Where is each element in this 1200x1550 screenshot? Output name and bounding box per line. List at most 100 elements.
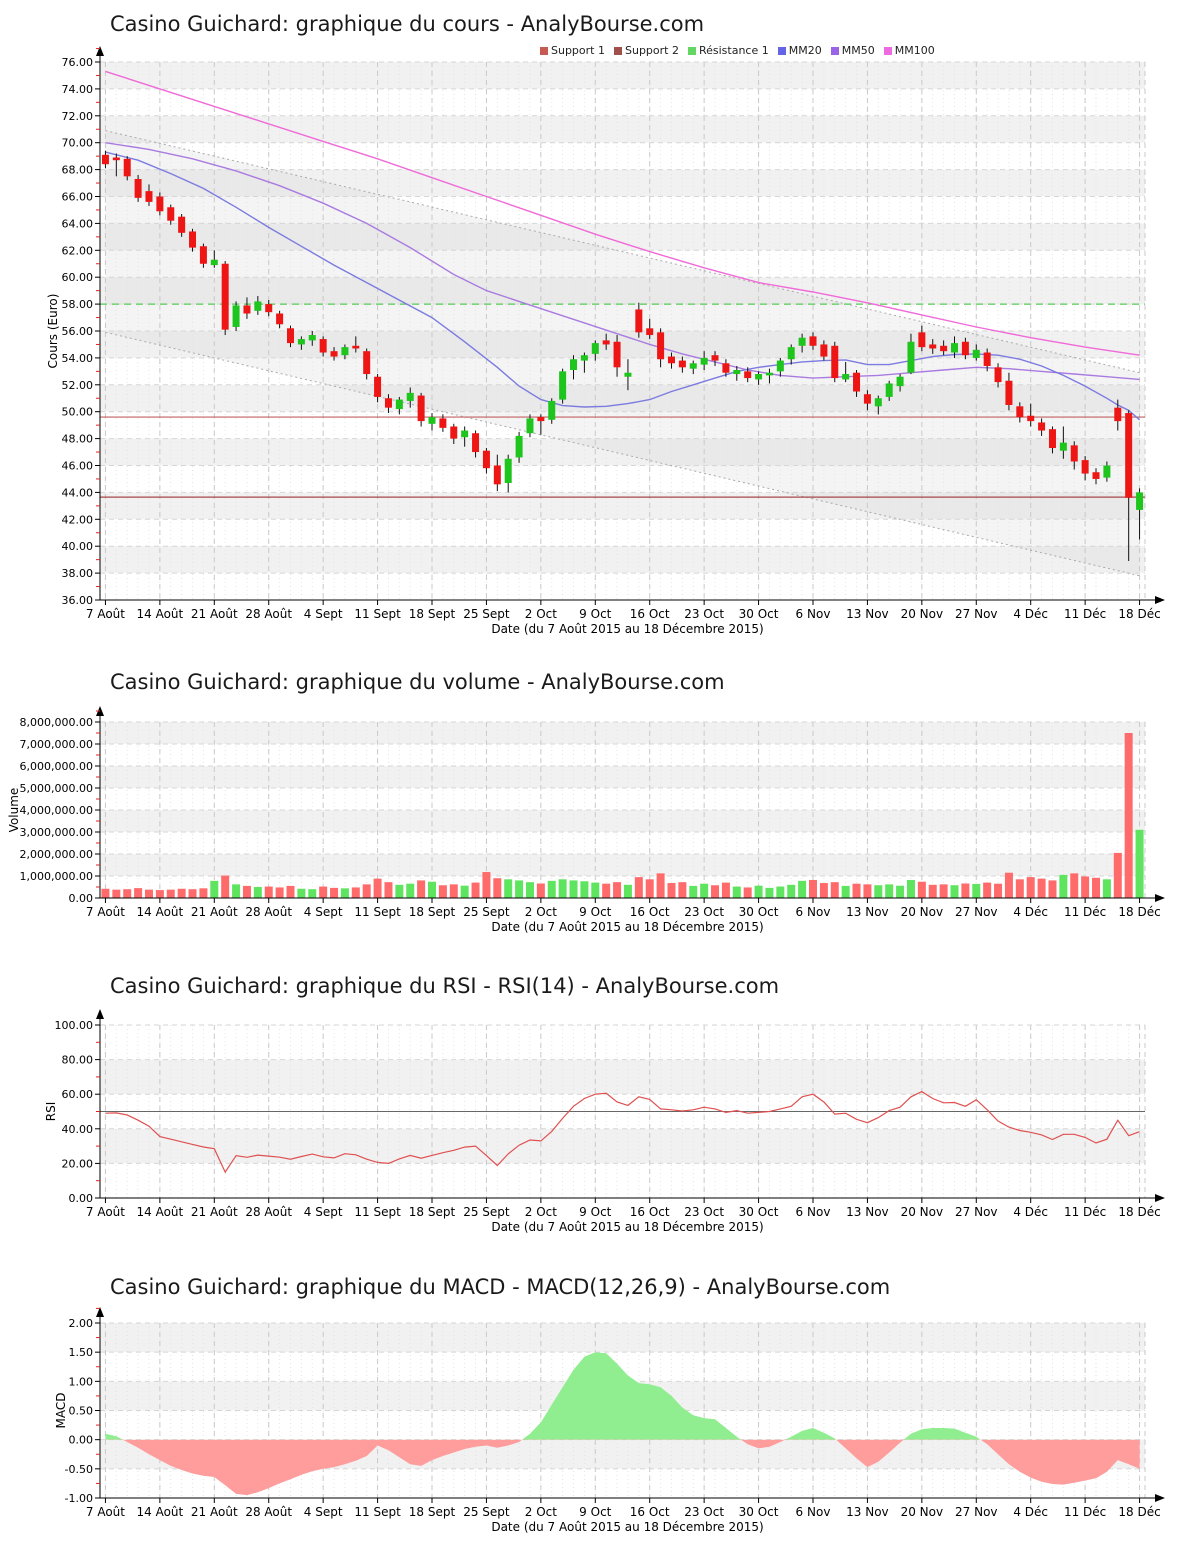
svg-text:0.00: 0.00 xyxy=(69,1434,94,1447)
svg-text:2 Oct: 2 Oct xyxy=(525,905,557,919)
svg-text:21 Août: 21 Août xyxy=(191,607,238,621)
svg-text:27 Nov: 27 Nov xyxy=(955,1505,998,1519)
svg-text:4 Déc: 4 Déc xyxy=(1013,607,1048,621)
legend-label: MM100 xyxy=(894,44,935,57)
svg-text:14 Août: 14 Août xyxy=(137,1505,184,1519)
svg-text:0.00: 0.00 xyxy=(69,1192,94,1205)
svg-text:11 Sept: 11 Sept xyxy=(354,1205,401,1219)
macd-chart-section: Casino Guichard: graphique du MACD - MAC… xyxy=(0,1266,1200,1550)
legend-label: Support 1 xyxy=(551,44,605,57)
legend-label: Support 2 xyxy=(624,44,679,57)
svg-text:Cours (Euro): Cours (Euro) xyxy=(46,294,60,369)
svg-text:60.00: 60.00 xyxy=(62,1088,94,1101)
svg-text:2 Oct: 2 Oct xyxy=(525,1205,557,1219)
svg-text:18 Déc: 18 Déc xyxy=(1118,1505,1160,1519)
svg-text:3,000,000.00: 3,000,000.00 xyxy=(20,826,93,839)
legend-item-support-2: Support 2 xyxy=(613,44,679,57)
svg-text:4 Déc: 4 Déc xyxy=(1013,1205,1048,1219)
svg-text:11 Déc: 11 Déc xyxy=(1064,607,1106,621)
svg-text:Volume: Volume xyxy=(7,788,21,833)
svg-text:Date (du 7 Août 2015 au 18 Déc: Date (du 7 Août 2015 au 18 Décembre 2015… xyxy=(491,920,763,934)
svg-text:7 Août: 7 Août xyxy=(86,1205,125,1219)
svg-text:23 Oct: 23 Oct xyxy=(684,905,724,919)
svg-text:14 Août: 14 Août xyxy=(137,905,184,919)
svg-text:11 Déc: 11 Déc xyxy=(1064,1505,1106,1519)
svg-text:6 Nov: 6 Nov xyxy=(796,607,831,621)
legend-color-swatch xyxy=(613,46,622,55)
legend-color-swatch xyxy=(883,46,892,55)
svg-text:27 Nov: 27 Nov xyxy=(955,1205,998,1219)
svg-text:70.00: 70.00 xyxy=(62,137,94,150)
svg-text:66.00: 66.00 xyxy=(62,191,94,204)
svg-text:Date (du 7 Août 2015 au 18 Déc: Date (du 7 Août 2015 au 18 Décembre 2015… xyxy=(491,1220,763,1234)
legend-label: Résistance 1 xyxy=(698,44,769,57)
svg-text:52.00: 52.00 xyxy=(62,379,94,392)
svg-text:25 Sept: 25 Sept xyxy=(463,607,510,621)
svg-text:27 Nov: 27 Nov xyxy=(955,905,998,919)
svg-text:18 Sept: 18 Sept xyxy=(409,905,456,919)
svg-text:-0.50: -0.50 xyxy=(65,1463,93,1476)
svg-text:25 Sept: 25 Sept xyxy=(463,905,510,919)
rsi-chart-canvas: 100.00 80.00 60.00 40.00 20.00 0.007 Août 14 A… xyxy=(44,1009,1165,1234)
svg-text:9 Oct: 9 Oct xyxy=(579,905,611,919)
svg-text:68.00: 68.00 xyxy=(62,164,94,177)
svg-text:58.00: 58.00 xyxy=(62,298,94,311)
svg-text:18 Déc: 18 Déc xyxy=(1118,905,1160,919)
svg-text:6 Nov: 6 Nov xyxy=(796,1505,831,1519)
svg-text:20 Nov: 20 Nov xyxy=(901,607,944,621)
svg-text:2 Oct: 2 Oct xyxy=(525,1505,557,1519)
svg-text:11 Sept: 11 Sept xyxy=(354,1505,401,1519)
svg-text:11 Déc: 11 Déc xyxy=(1064,1205,1106,1219)
svg-text:9 Oct: 9 Oct xyxy=(579,607,611,621)
svg-text:16 Oct: 16 Oct xyxy=(630,1505,670,1519)
svg-text:4 Déc: 4 Déc xyxy=(1013,1505,1048,1519)
svg-text:21 Août: 21 Août xyxy=(191,905,238,919)
svg-text:23 Oct: 23 Oct xyxy=(684,1505,724,1519)
svg-text:13 Nov: 13 Nov xyxy=(846,905,889,919)
svg-text:7 Août: 7 Août xyxy=(86,607,125,621)
svg-text:20 Nov: 20 Nov xyxy=(901,1205,944,1219)
svg-text:MACD: MACD xyxy=(54,1393,68,1429)
svg-text:38.00: 38.00 xyxy=(62,567,94,580)
svg-text:4 Sept: 4 Sept xyxy=(304,607,343,621)
svg-text:9 Oct: 9 Oct xyxy=(579,1205,611,1219)
svg-text:Date (du 7 Août 2015 au 18 Déc: Date (du 7 Août 2015 au 18 Décembre 2015… xyxy=(491,1520,763,1534)
svg-text:30 Oct: 30 Oct xyxy=(739,1205,779,1219)
svg-text:30 Oct: 30 Oct xyxy=(739,905,779,919)
legend-color-swatch xyxy=(687,46,696,55)
rsi-chart-title: Casino Guichard: graphique du RSI - RSI(… xyxy=(110,974,780,998)
svg-text:13 Nov: 13 Nov xyxy=(846,607,889,621)
svg-text:13 Nov: 13 Nov xyxy=(846,1505,889,1519)
svg-text:18 Sept: 18 Sept xyxy=(409,607,456,621)
svg-text:14 Août: 14 Août xyxy=(137,1205,184,1219)
svg-text:25 Sept: 25 Sept xyxy=(463,1205,510,1219)
svg-text:30 Oct: 30 Oct xyxy=(739,607,779,621)
price-chart-canvas: 76.00 74.00 72.00 70.00 68.00 66.00 64.00 62.00… xyxy=(46,46,1165,636)
svg-text:28 Août: 28 Août xyxy=(245,607,292,621)
svg-text:2,000,000.00: 2,000,000.00 xyxy=(20,848,93,861)
svg-text:18 Déc: 18 Déc xyxy=(1118,607,1160,621)
svg-text:RSI: RSI xyxy=(44,1102,58,1122)
svg-text:13 Nov: 13 Nov xyxy=(846,1205,889,1219)
svg-text:40.00: 40.00 xyxy=(62,540,94,553)
rsi-chart-section: Casino Guichard: graphique du RSI - RSI(… xyxy=(0,962,1200,1266)
macd-chart-title: Casino Guichard: graphique du MACD - MAC… xyxy=(110,1275,891,1299)
svg-text:4 Déc: 4 Déc xyxy=(1013,905,1048,919)
legend-item-resistance-1: Résistance 1 xyxy=(687,44,769,57)
svg-text:5,000,000.00: 5,000,000.00 xyxy=(20,782,93,795)
svg-text:50.00: 50.00 xyxy=(62,406,94,419)
svg-text:100.00: 100.00 xyxy=(55,1019,94,1032)
legend-item-support-1: Support 1 xyxy=(540,44,605,57)
svg-text:36.00: 36.00 xyxy=(62,594,94,607)
svg-text:46.00: 46.00 xyxy=(62,460,94,473)
svg-text:2 Oct: 2 Oct xyxy=(525,607,557,621)
price-chart-title: Casino Guichard: graphique du cours - An… xyxy=(110,12,705,36)
svg-text:72.00: 72.00 xyxy=(62,110,94,123)
svg-text:21 Août: 21 Août xyxy=(191,1205,238,1219)
svg-text:40.00: 40.00 xyxy=(62,1123,94,1136)
svg-text:1.50: 1.50 xyxy=(69,1346,94,1359)
legend-color-swatch xyxy=(540,46,548,55)
legend-label: MM50 xyxy=(841,44,875,57)
svg-text:-1.00: -1.00 xyxy=(65,1492,93,1505)
